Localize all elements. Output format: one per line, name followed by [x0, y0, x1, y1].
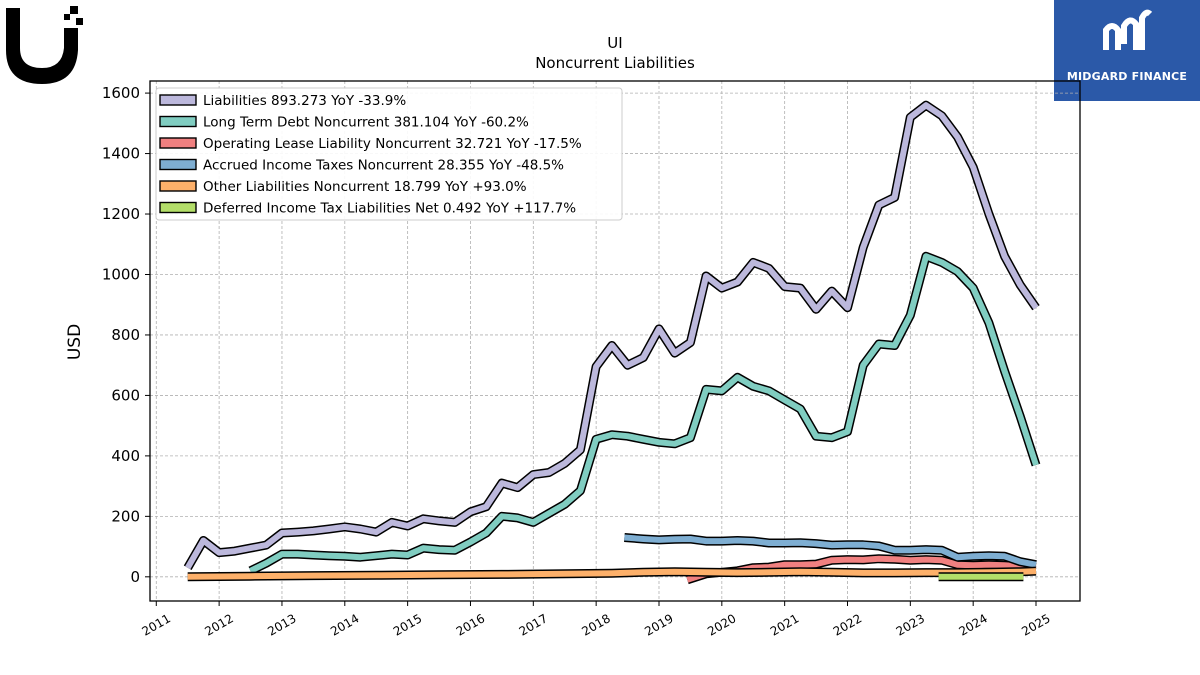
series-line [624, 534, 1037, 568]
x-tick-label: 2018 [579, 611, 612, 638]
legend-swatch [159, 158, 197, 171]
x-tick-label: 2011 [140, 611, 173, 638]
legend-swatch [159, 115, 197, 128]
legend-entry: Operating Lease Liability Noncurrent 32.… [203, 136, 582, 152]
legend-box [155, 87, 623, 221]
series-accrued-income-taxes-noncurrent [624, 533, 1037, 570]
y-tick-label: 200 [111, 507, 140, 525]
plot-frame [149, 80, 1081, 602]
y-axis-label: USD [65, 324, 85, 360]
series-liabilities [183, 100, 1040, 570]
chart-title: Noncurrent Liabilities [535, 54, 695, 72]
brand-name: MIDGARD FINANCE [1066, 70, 1188, 83]
legend-entry: Accrued Income Taxes Noncurrent 28.355 Y… [203, 158, 564, 174]
company-logo [0, 0, 90, 90]
y-tick-label: 1200 [102, 205, 140, 223]
y-tick-label: 1400 [102, 145, 140, 163]
y-tick-label: 1600 [102, 84, 140, 102]
brand-badge: MIDGARD FINANCE [1054, 0, 1200, 101]
x-tick-label: 2020 [705, 611, 738, 638]
series-outline [248, 251, 1041, 575]
legend-entry: Long Term Debt Noncurrent 381.104 YoY -6… [203, 115, 529, 131]
series-other-liabilities-noncurrent [187, 566, 1037, 582]
x-tick-label: 2017 [517, 611, 550, 638]
legend-swatch [159, 180, 197, 192]
series-line [249, 253, 1039, 574]
y-tick-label: 1000 [102, 265, 140, 283]
legend-swatch [159, 94, 197, 106]
x-tick-label: 2025 [1019, 611, 1052, 638]
y-tick-label: 800 [111, 326, 140, 344]
legend-swatch [159, 137, 197, 149]
series-long-term-debt-noncurrent [248, 251, 1041, 575]
legend-swatch [159, 201, 197, 214]
x-tick-label: 2023 [894, 611, 927, 638]
x-tick-label: 2022 [831, 611, 864, 638]
y-tick-label: 600 [111, 386, 140, 404]
y-tick-label: 400 [111, 447, 140, 465]
x-tick-label: 2013 [265, 611, 298, 638]
legend-entry: Liabilities 893.273 YoY -33.9% [203, 93, 406, 109]
chart-ticker: UI [607, 34, 622, 52]
y-tick-label: 0 [130, 568, 140, 586]
x-tick-label: 2015 [391, 611, 424, 638]
brand-mark-icon [1103, 9, 1153, 50]
x-tick-label: 2021 [768, 611, 801, 638]
legend-entry: Deferred Income Tax Liabilities Net 0.49… [203, 201, 576, 217]
x-tick-label: 2019 [642, 611, 675, 638]
x-tick-label: 2024 [956, 611, 989, 638]
series-line [185, 102, 1039, 570]
x-tick-label: 2016 [454, 611, 487, 638]
x-tick-label: 2014 [328, 611, 361, 638]
legend-entry: Other Liabilities Noncurrent 18.799 YoY … [203, 179, 527, 195]
x-tick-label: 2012 [202, 611, 235, 638]
